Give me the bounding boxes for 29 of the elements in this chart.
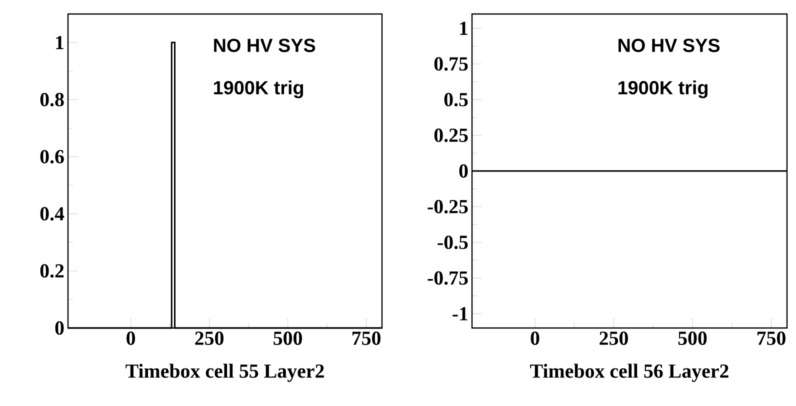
x-tick-label: 500 — [678, 332, 707, 345]
annotation: NO HV SYS — [618, 38, 720, 52]
x-tick-label: 0 — [530, 332, 540, 345]
x-tick-label: 750 — [757, 332, 786, 345]
y-tick-label: -0.5 — [438, 236, 468, 250]
y-tick-label: 1 — [56, 36, 64, 50]
y-tick-label: 0.5 — [444, 92, 468, 106]
y-tick-label: 0.75 — [434, 57, 468, 71]
x-tick-label: 250 — [600, 332, 628, 345]
x-axis-title: Timebox cell 55 Layer2 — [126, 364, 324, 382]
annotation: 1900K trig — [214, 80, 304, 98]
y-tick-label: -0.25 — [428, 200, 468, 214]
annotation: 1900K trig — [618, 80, 708, 98]
y-tick-label: 0 — [459, 164, 468, 178]
x-axis-title: Timebox cell 56 Layer2 — [530, 364, 728, 382]
y-tick-label: 0.4 — [40, 207, 64, 221]
y-tick-label: 0.25 — [434, 128, 468, 142]
y-tick-label: 0.8 — [40, 92, 64, 106]
annotation: NO HV SYS — [214, 38, 316, 52]
x-tick-label: 250 — [195, 332, 224, 345]
x-tick-label: 750 — [352, 332, 380, 345]
y-tick-label: 0.2 — [40, 264, 64, 278]
y-tick-label: -1 — [452, 307, 468, 320]
y-tick-label: 0 — [55, 321, 64, 335]
y-tick-label: 0.6 — [40, 150, 64, 164]
y-tick-label: -0.75 — [428, 271, 468, 285]
x-tick-label: 500 — [274, 332, 302, 345]
x-tick-label: 0 — [126, 332, 136, 345]
y-tick-label: 1 — [460, 22, 468, 35]
